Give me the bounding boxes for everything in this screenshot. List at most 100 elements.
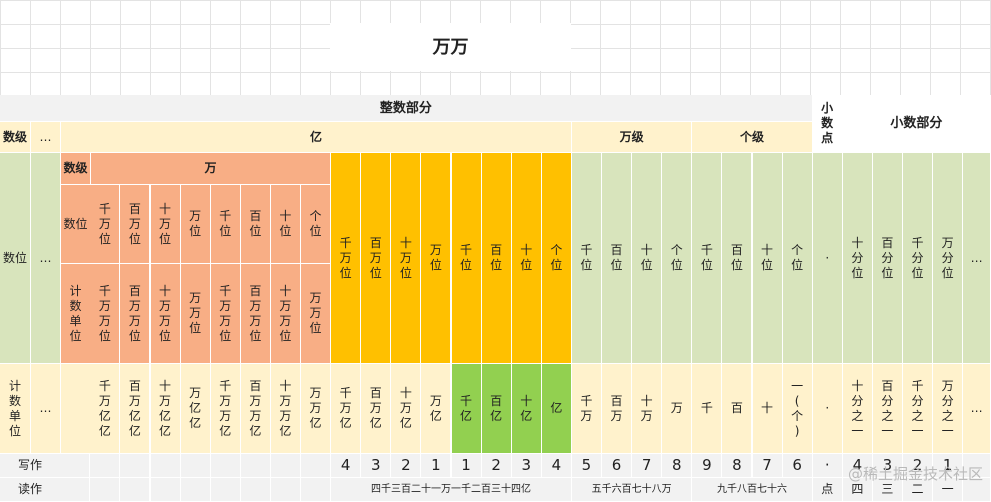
- unit-yi-5: 百亿: [481, 364, 512, 454]
- write-blank: [60, 454, 91, 478]
- sub-shuji-label: 数级: [61, 153, 91, 185]
- yi-place-6: 十位: [511, 153, 542, 364]
- read-blank: [240, 478, 271, 502]
- yi-place-5: 百位: [481, 153, 512, 364]
- wan-unit-5: 百万万位: [240, 264, 271, 364]
- unit-wan-5: 百万万亿: [240, 364, 271, 454]
- decimal-place-3: 万分位: [933, 153, 964, 364]
- write-digit-yi-2: 2: [391, 454, 422, 478]
- watermark: @稀土掘金技术社区: [847, 465, 983, 483]
- read-decimal-1: 三: [872, 478, 903, 502]
- unit-yi-2: 十万亿: [391, 364, 422, 454]
- write-digit-ge-0: 9: [692, 454, 723, 478]
- unit-wan-1: 百万亿亿: [120, 364, 151, 454]
- write-digit-dec-0: 4: [842, 454, 873, 478]
- read-yi-part: 四千三百二十一万一千二百三十四亿: [331, 478, 572, 502]
- shuwei-ellipsis: …: [31, 153, 61, 364]
- write-blank: [150, 454, 181, 478]
- write-blank: [270, 454, 301, 478]
- wan-place-5: 百位: [240, 185, 271, 264]
- read-blank: [180, 478, 211, 502]
- ge-level-header: 个级: [692, 122, 813, 153]
- write-digit-ge-3: 6: [782, 454, 813, 478]
- read-blank: [210, 478, 241, 502]
- write-digit-yi-7: 4: [541, 454, 572, 478]
- write-digit-yi-1: 3: [361, 454, 392, 478]
- wan-place-0: 千万位: [90, 185, 121, 264]
- sub-shuwei-label: 数位: [61, 185, 91, 264]
- write-digit-ge-2: 7: [752, 454, 783, 478]
- wanji-place-2: 十位: [632, 153, 663, 364]
- unit-wan-3: 万亿亿: [180, 364, 211, 454]
- write-blank: [120, 454, 151, 478]
- wanji-place-0: 千位: [571, 153, 602, 364]
- yi-place-3: 万位: [421, 153, 452, 364]
- write-digit-yi-6: 3: [511, 454, 542, 478]
- unit-wan-7: 万万亿: [301, 364, 332, 454]
- write-digit-dec-1: 3: [872, 454, 903, 478]
- wanji-place-3: 个位: [662, 153, 693, 364]
- write-blank: [301, 454, 332, 478]
- write-digit-wan-1: 6: [602, 454, 633, 478]
- wan-unit-7: 万万位: [301, 264, 332, 364]
- unit-wanji-3: 万: [662, 364, 693, 454]
- write-label: 写作: [0, 454, 61, 478]
- decimal-ellipsis: …: [963, 153, 991, 364]
- shuji-label: 数级: [0, 122, 31, 153]
- write-digit-dec-3: 1: [933, 454, 964, 478]
- write-point: ·: [812, 454, 843, 478]
- write-blank: [180, 454, 211, 478]
- shuji-ellipsis: …: [31, 122, 61, 153]
- unit-wan-4: 千万万亿: [210, 364, 241, 454]
- unit-yi-0: 千万亿: [331, 364, 362, 454]
- decimal-place-0: 十分位: [842, 153, 873, 364]
- unit-point: ·: [812, 364, 843, 454]
- shuwei-label: 数位: [0, 153, 31, 364]
- geji-place-2: 十位: [752, 153, 783, 364]
- unit-yi-4: 千亿: [451, 364, 482, 454]
- read-label: 读作: [0, 478, 61, 502]
- read-wan-part: 五千六百七十八万: [571, 478, 693, 502]
- yi-place-0: 千万位: [331, 153, 362, 364]
- decimal-point-header: 小数点: [812, 95, 843, 153]
- geji-place-1: 百位: [722, 153, 753, 364]
- wan-unit-4: 千万万位: [210, 264, 241, 364]
- wan-unit-3: 万万位: [180, 264, 211, 364]
- write-blank: [90, 454, 121, 478]
- wan-place-4: 千位: [210, 185, 241, 264]
- write-digit-yi-0: 4: [331, 454, 362, 478]
- yi-place-1: 百万位: [361, 153, 392, 364]
- read-blank: [60, 478, 91, 502]
- wan-place-1: 百万位: [120, 185, 151, 264]
- write-digit-dec-2: 2: [903, 454, 934, 478]
- unit-yi-6: 十亿: [511, 364, 542, 454]
- unit-decimal-2: 千分之一: [903, 364, 934, 454]
- sub-wan-header: 万: [91, 153, 332, 185]
- write-digit-yi-4: 1: [451, 454, 482, 478]
- wan-place-7: 个位: [301, 185, 332, 264]
- yi-level-header: 亿: [61, 122, 572, 153]
- point-place: ·: [812, 153, 843, 364]
- read-decimal-2: 二: [903, 478, 934, 502]
- read-blank: [150, 478, 181, 502]
- read-point: 点: [812, 478, 843, 502]
- read-ge-part: 九千八百七十六: [692, 478, 813, 502]
- read-blank: [120, 478, 151, 502]
- write-digit-wan-0: 5: [571, 454, 602, 478]
- geji-place-3: 个位: [782, 153, 813, 364]
- wan-unit-6: 十万万位: [270, 264, 301, 364]
- unit-yi-3: 万亿: [421, 364, 452, 454]
- wan-unit-0: 千万万位: [90, 264, 121, 364]
- yi-place-4: 千位: [451, 153, 482, 364]
- write-blank: [210, 454, 241, 478]
- wan-place-6: 十位: [270, 185, 301, 264]
- unit-decimal-3: 万分之一: [933, 364, 964, 454]
- unit-wan-6: 十万万亿: [270, 364, 301, 454]
- yi-place-7: 个位: [541, 153, 572, 364]
- decimal-place-1: 百分位: [872, 153, 903, 364]
- integer-part-header: 整数部分: [0, 95, 813, 122]
- decimal-part-header: 小数部分: [842, 95, 991, 153]
- write-digit-ge-1: 8: [722, 454, 753, 478]
- decimal-place-2: 千分位: [903, 153, 934, 364]
